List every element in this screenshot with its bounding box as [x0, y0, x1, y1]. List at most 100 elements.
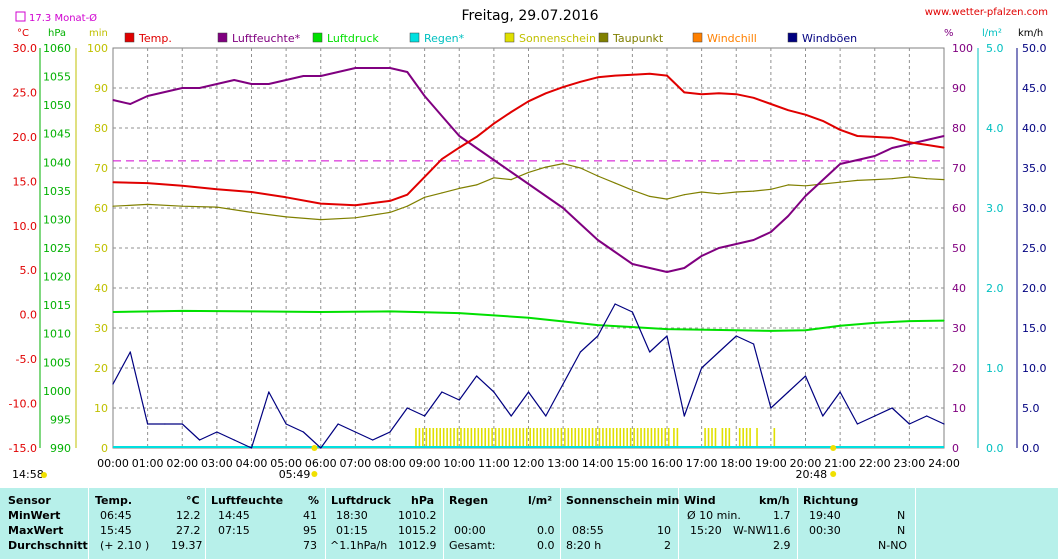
sunshine-bar [661, 428, 663, 448]
sunshine-bar [415, 428, 417, 448]
sunshine-bar [577, 428, 580, 448]
kmh-axis-tick: 10.0 [1022, 362, 1047, 375]
x-tick-label: 24:00 [928, 457, 960, 470]
data-point [666, 198, 668, 200]
sunrise-label: 05:49 [279, 468, 311, 481]
sunshine-bar [564, 428, 566, 448]
data-point [527, 183, 530, 185]
stats-header-sensor: Sensor [8, 494, 51, 507]
stats-header-hum-unit: % [308, 494, 320, 507]
x-tick-label: 02:00 [166, 457, 198, 470]
sunshine-bar [453, 428, 455, 448]
data-point [424, 176, 426, 178]
stats-cell: 2.9 [773, 539, 791, 552]
sunshine-bar [756, 428, 758, 448]
data-point [753, 97, 755, 99]
stats-cell: 15:45 [100, 524, 132, 537]
data-point [666, 335, 668, 337]
sunshine-bar [602, 428, 604, 448]
x-tick-label: 19:00 [755, 457, 787, 470]
hpa-axis-tick: 1040 [43, 156, 71, 169]
stats-cell: N-NO [878, 539, 908, 552]
data-point [718, 351, 720, 353]
sunshine-bar [435, 428, 438, 448]
hpa-axis-tick: 1030 [43, 213, 71, 226]
data-point [804, 375, 807, 377]
sunshine-bar [633, 428, 635, 448]
data-point [891, 137, 893, 139]
stats-header-rain: Regen [449, 494, 489, 507]
data-point [666, 328, 668, 330]
stats-cell: N [897, 524, 906, 537]
sunshine-bar [539, 428, 542, 448]
sunshine-bar [595, 428, 597, 448]
min-unit: min [89, 28, 108, 39]
data-point [926, 415, 928, 417]
data-point [856, 135, 859, 137]
data-point [891, 178, 893, 180]
sunshine-bar [508, 428, 511, 448]
stats-row-label: Durchschnitt [8, 539, 88, 552]
stats-cell: 08:55 [572, 524, 604, 537]
legend-swatch [409, 32, 420, 43]
data-point [458, 187, 460, 189]
data-point [545, 166, 547, 168]
pct-axis-tick: 90 [952, 82, 966, 95]
sunshine-bar [673, 428, 675, 448]
stats-cell: 07:15 [218, 524, 250, 537]
temp-axis-tick: 0.0 [20, 309, 38, 322]
hpa-axis-tick: 1060 [43, 42, 71, 55]
data-point [562, 163, 564, 165]
x-tick-label: 10:00 [443, 457, 475, 470]
data-point [216, 206, 218, 208]
data-point [510, 171, 512, 173]
data-point [891, 147, 893, 149]
x-tick-label: 20:00 [790, 457, 822, 470]
sunshine-bar [598, 428, 601, 448]
stats-cell: 1015.2 [398, 524, 437, 537]
data-point [735, 329, 737, 331]
stats-cell: 41 [303, 509, 317, 522]
data-point [649, 267, 651, 269]
data-point [424, 95, 426, 97]
legend-label: Windböen [802, 32, 857, 45]
chart-title: Freitag, 29.07.2016 [462, 8, 599, 24]
sunshine-bar [449, 428, 452, 448]
x-tick-label: 14:00 [582, 457, 614, 470]
data-point [631, 311, 634, 313]
hpa-axis-tick: 995 [50, 413, 71, 426]
stats-header-wind: Wind [684, 494, 716, 507]
data-point [804, 185, 807, 187]
data-point [839, 391, 841, 393]
sunshine-bar [704, 428, 706, 448]
data-point [701, 367, 703, 369]
stats-cell: 1012.9 [398, 539, 437, 552]
pct-axis-tick: 70 [952, 162, 966, 175]
data-point [545, 415, 547, 417]
data-point [233, 439, 235, 441]
data-point [926, 178, 928, 180]
data-point [874, 155, 876, 157]
data-point [770, 103, 772, 105]
data-point [181, 185, 183, 187]
data-point [164, 423, 166, 425]
sunshine-bar [749, 428, 751, 448]
data-point [216, 83, 218, 85]
data-point [787, 391, 789, 393]
rain-axis-tick: 1.0 [986, 362, 1004, 375]
stats-cell: 18:30 [336, 509, 368, 522]
sunshine-bar [550, 428, 552, 448]
stats-cell: 1.7 [773, 509, 791, 522]
data-point [787, 215, 789, 217]
data-point [701, 93, 703, 95]
rain-axis-tick: 4.0 [986, 122, 1004, 135]
data-point [285, 423, 287, 425]
x-tick-label: 13:00 [547, 457, 579, 470]
data-point [822, 183, 824, 185]
data-point [804, 114, 807, 116]
sunset-marker-icon [830, 471, 837, 477]
hpa-axis-tick: 1020 [43, 271, 71, 284]
data-point [683, 91, 685, 93]
sunshine-bar [728, 428, 731, 448]
sunshine-bar [654, 428, 656, 448]
